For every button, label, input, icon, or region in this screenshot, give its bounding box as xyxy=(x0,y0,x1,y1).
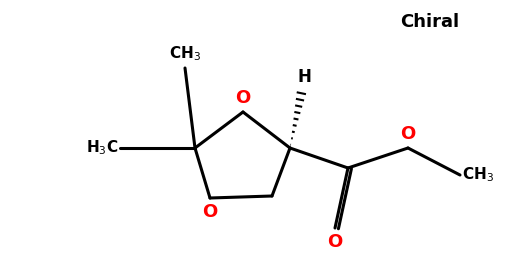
Text: H$_3$C: H$_3$C xyxy=(86,139,118,157)
Text: Chiral: Chiral xyxy=(400,13,460,31)
Text: H: H xyxy=(297,68,311,86)
Text: O: O xyxy=(327,233,343,251)
Text: CH$_3$: CH$_3$ xyxy=(462,166,494,184)
Text: CH$_3$: CH$_3$ xyxy=(169,44,201,63)
Text: O: O xyxy=(236,89,251,107)
Text: O: O xyxy=(400,125,416,143)
Text: O: O xyxy=(202,203,218,221)
